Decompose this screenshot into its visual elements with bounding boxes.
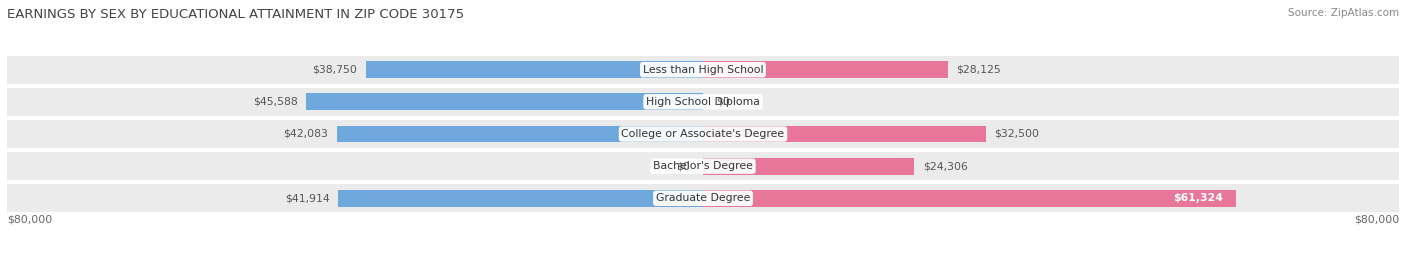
- Text: $80,000: $80,000: [7, 214, 52, 224]
- Bar: [703, 158, 914, 174]
- Bar: [7, 55, 1399, 84]
- Text: $61,324: $61,324: [1174, 193, 1223, 203]
- Bar: [7, 184, 1399, 213]
- Bar: [307, 94, 703, 110]
- Text: $41,914: $41,914: [285, 193, 329, 203]
- Text: High School Diploma: High School Diploma: [647, 97, 759, 107]
- Bar: [703, 61, 948, 78]
- Text: Graduate Degree: Graduate Degree: [655, 193, 751, 203]
- Text: Less than High School: Less than High School: [643, 65, 763, 75]
- Bar: [339, 190, 703, 207]
- Bar: [7, 120, 1399, 148]
- Text: $38,750: $38,750: [312, 65, 357, 75]
- Text: Bachelor's Degree: Bachelor's Degree: [652, 161, 754, 171]
- Text: Source: ZipAtlas.com: Source: ZipAtlas.com: [1288, 8, 1399, 18]
- Bar: [7, 152, 1399, 180]
- Bar: [366, 61, 703, 78]
- Bar: [7, 88, 1399, 116]
- Text: $0: $0: [676, 161, 690, 171]
- Text: $32,500: $32,500: [994, 129, 1039, 139]
- Text: $0: $0: [716, 97, 730, 107]
- Bar: [703, 126, 986, 142]
- Text: EARNINGS BY SEX BY EDUCATIONAL ATTAINMENT IN ZIP CODE 30175: EARNINGS BY SEX BY EDUCATIONAL ATTAINMEN…: [7, 8, 464, 21]
- Text: $80,000: $80,000: [1354, 214, 1399, 224]
- Text: $45,588: $45,588: [253, 97, 298, 107]
- Text: $24,306: $24,306: [924, 161, 967, 171]
- Text: $42,083: $42,083: [284, 129, 328, 139]
- Text: $28,125: $28,125: [956, 65, 1001, 75]
- Bar: [703, 190, 1236, 207]
- Bar: [337, 126, 703, 142]
- Text: College or Associate's Degree: College or Associate's Degree: [621, 129, 785, 139]
